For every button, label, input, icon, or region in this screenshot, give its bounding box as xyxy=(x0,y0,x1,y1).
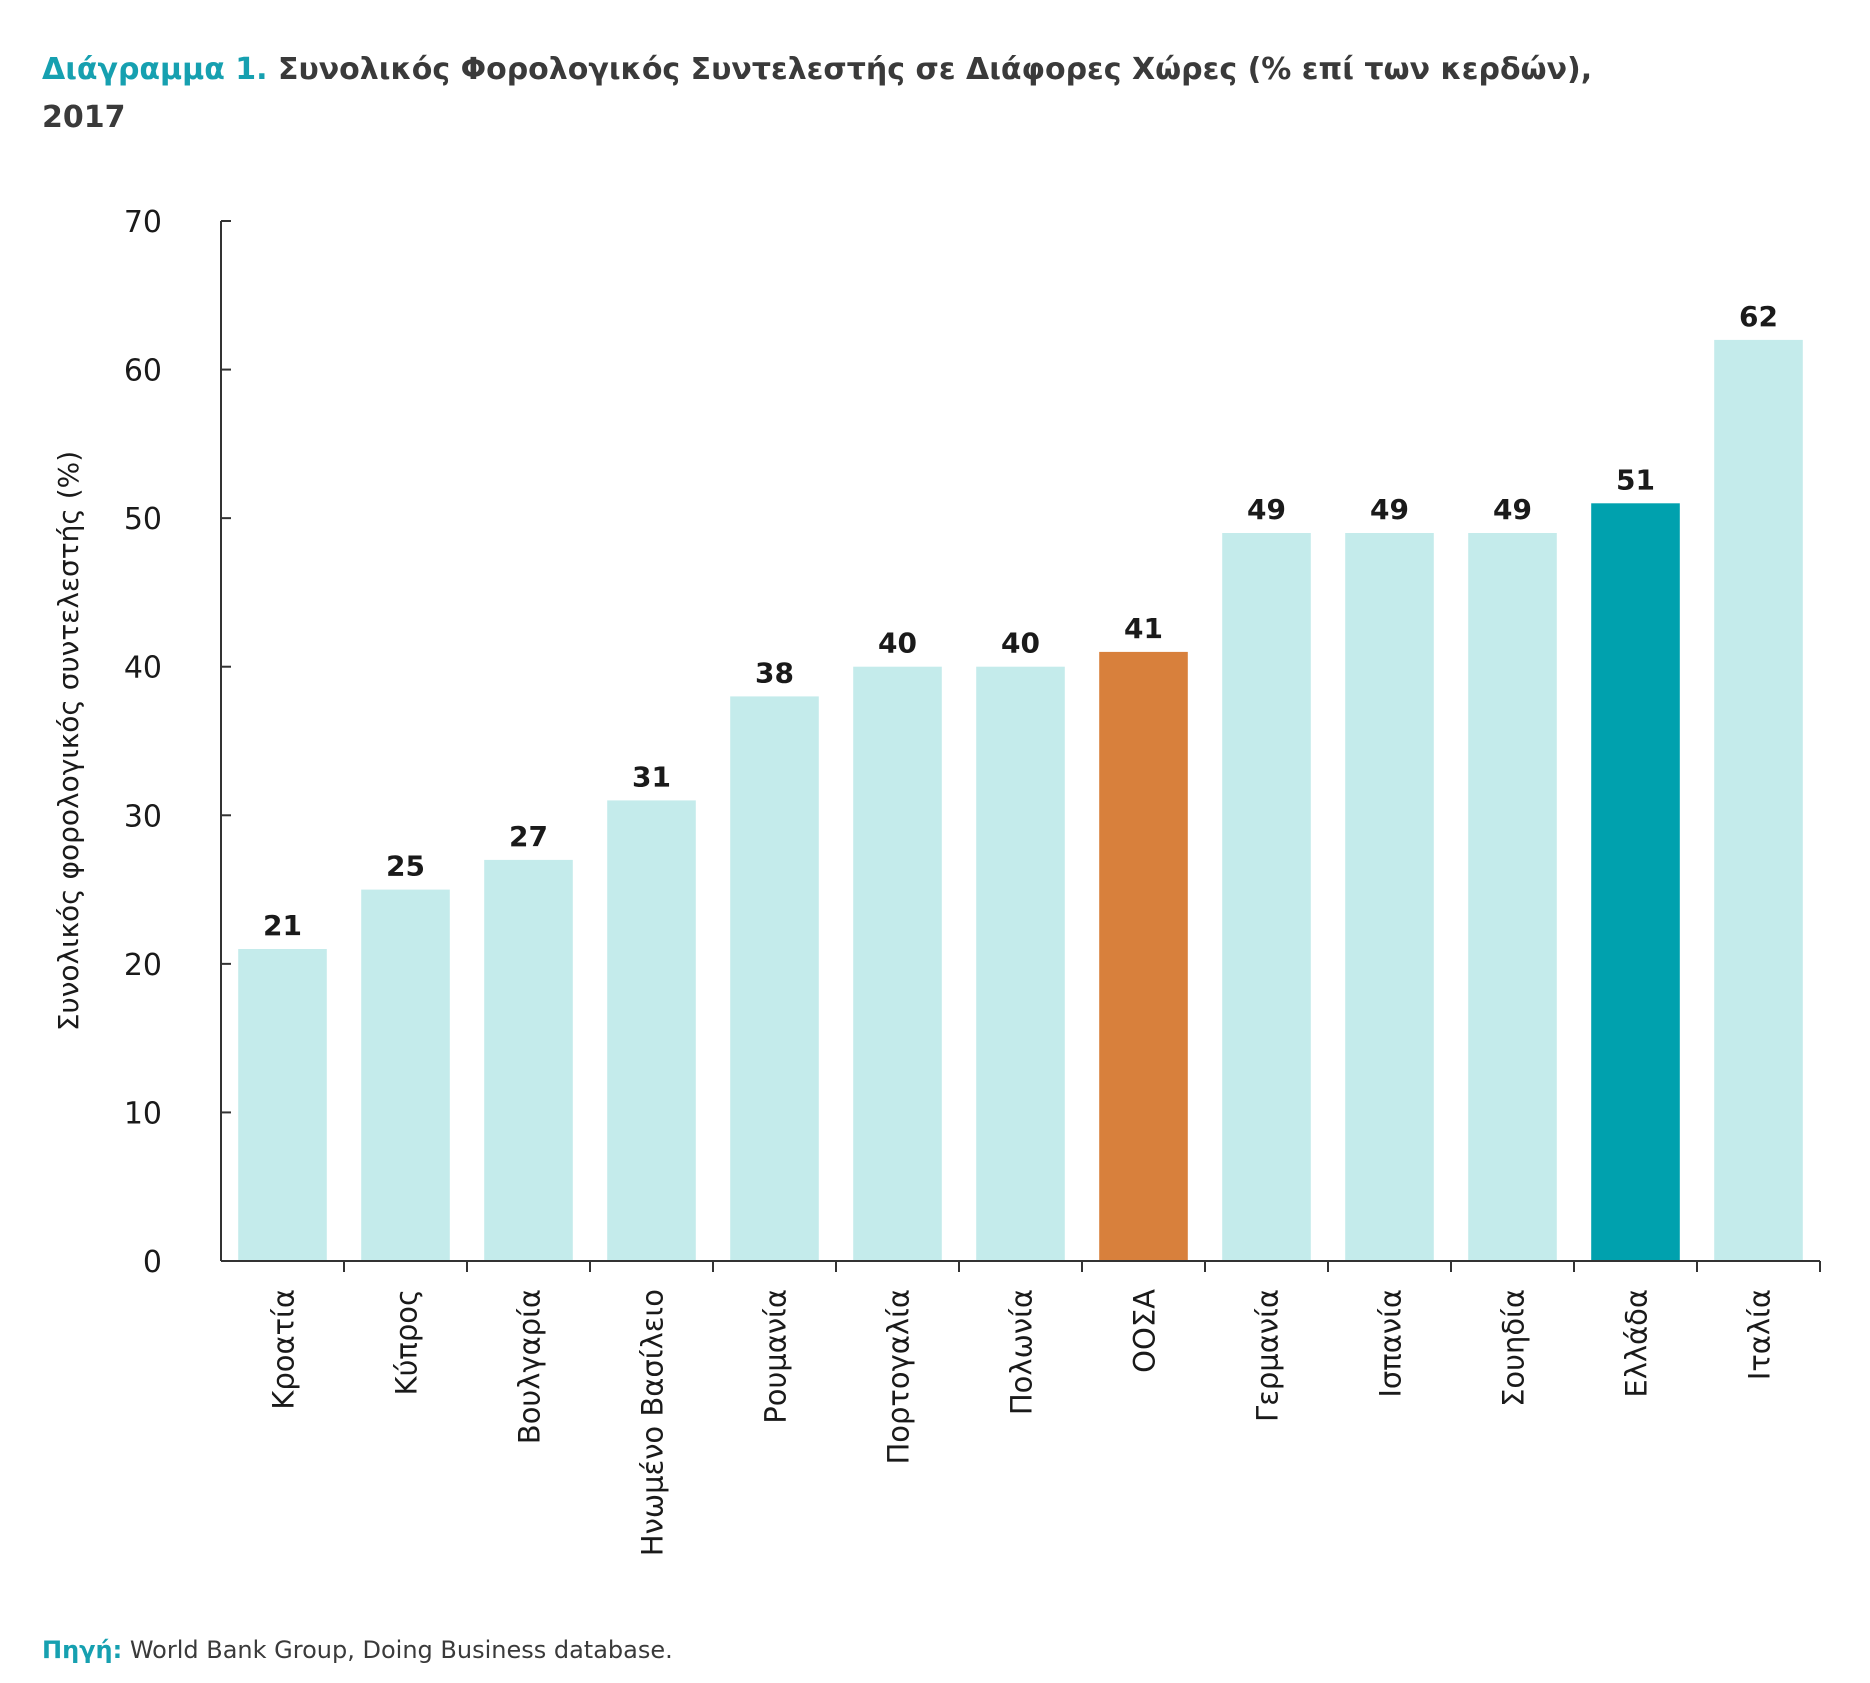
bar xyxy=(607,800,696,1261)
chart-title-prefix: Διάγραμμα 1. xyxy=(42,52,268,87)
x-tick-label: Ιταλία xyxy=(1743,1289,1777,1380)
data-label: 49 xyxy=(1493,493,1532,526)
x-tick-label: Κύπρος xyxy=(390,1289,424,1395)
bar xyxy=(361,889,450,1261)
data-label: 49 xyxy=(1247,493,1286,526)
bar xyxy=(1345,533,1434,1261)
data-label: 51 xyxy=(1616,463,1655,496)
data-label: 62 xyxy=(1739,300,1778,333)
x-tick-label: Κροατία xyxy=(267,1289,301,1410)
bar xyxy=(730,696,819,1261)
y-tick-label: 70 xyxy=(124,205,162,240)
data-label: 27 xyxy=(509,820,548,853)
x-tick-label: Ισπανία xyxy=(1374,1289,1408,1398)
y-tick-label: 10 xyxy=(124,1096,162,1131)
data-label: 41 xyxy=(1124,612,1163,645)
chart-title-text: Συνολικός Φορολογικός Συντελεστής σε Διά… xyxy=(42,52,1593,135)
x-tick-label: Ελλάδα xyxy=(1620,1289,1654,1398)
x-tick-label: Γερμανία xyxy=(1251,1289,1285,1422)
bar xyxy=(484,859,573,1261)
data-label: 38 xyxy=(755,656,794,689)
source-note: Πηγή: World Bank Group, Doing Business d… xyxy=(42,1636,673,1664)
y-tick-label: 60 xyxy=(124,354,162,389)
chart-title: Διάγραμμα 1. Συνολικός Φορολογικός Συντε… xyxy=(42,46,1602,142)
x-tick-label: Σουηδία xyxy=(1497,1289,1531,1407)
x-tick-label: Πολωνία xyxy=(1005,1289,1039,1415)
bar xyxy=(1591,503,1680,1261)
data-label: 40 xyxy=(1001,627,1040,660)
y-tick-label: 30 xyxy=(124,799,162,834)
data-label: 40 xyxy=(878,627,917,660)
x-tick-label: Βουλγαρία xyxy=(513,1289,547,1444)
bar xyxy=(1714,339,1803,1261)
bar-chart: 21 25 27 31 38 40 40 41 49 49 49 51 62 0 10 20 30 40 50 60 7… xyxy=(52,205,1821,1556)
data-label: 25 xyxy=(386,850,425,883)
y-axis-title: Συνολικός φορολογικός συντελεστής (%) xyxy=(52,451,85,1031)
bar xyxy=(976,666,1065,1261)
bar xyxy=(238,949,327,1261)
data-label: 31 xyxy=(632,760,671,793)
source-label: Πηγή: xyxy=(42,1636,123,1664)
data-label: 49 xyxy=(1370,493,1409,526)
y-tick-label: 0 xyxy=(143,1245,162,1280)
y-tick-label: 50 xyxy=(124,502,162,537)
bar xyxy=(853,666,942,1261)
source-text: World Bank Group, Doing Business databas… xyxy=(129,1636,673,1664)
y-tick-label: 40 xyxy=(124,651,162,686)
y-tick-label: 20 xyxy=(124,948,162,983)
bar xyxy=(1468,533,1557,1261)
x-tick-label: ΟΟΣΑ xyxy=(1128,1289,1162,1373)
x-tick-label: Ρουμανία xyxy=(759,1289,793,1424)
x-tick-label: Πορτογαλία xyxy=(882,1289,916,1465)
x-tick-label: Ηνωμένο Βασίλειο xyxy=(636,1289,670,1556)
bar xyxy=(1222,533,1311,1261)
bar xyxy=(1099,651,1188,1261)
data-label: 21 xyxy=(263,909,302,942)
